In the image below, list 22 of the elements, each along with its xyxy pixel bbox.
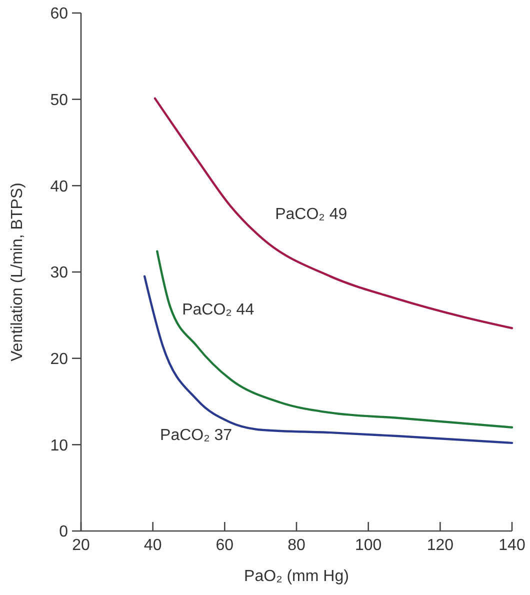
series-label: PaCO₂ 44 <box>182 302 254 319</box>
x-tick-label: 20 <box>72 537 90 554</box>
x-tick-label: 100 <box>354 537 382 554</box>
y-tick-label: 20 <box>50 350 68 368</box>
y-tick-label: 0 <box>59 524 68 541</box>
y-tick-label: 60 <box>50 6 68 23</box>
line-series <box>154 97 514 330</box>
y-tick-label: 40 <box>50 178 68 196</box>
series-label: PaCO₂ 37 <box>160 427 232 444</box>
x-tick-label: 80 <box>288 537 306 554</box>
y-axis-title: Ventilation (L/min, BTPS) <box>9 182 26 362</box>
y-tick-label: 50 <box>50 92 68 109</box>
x-tick-label: 140 <box>498 537 526 554</box>
line-series <box>156 250 514 428</box>
y-tick-label: 10 <box>50 437 68 454</box>
x-tick-label: 120 <box>426 537 454 554</box>
x-tick-label: 40 <box>144 537 162 554</box>
x-axis-title: PaO₂ (mm Hg) <box>244 568 349 585</box>
line-series <box>143 275 514 444</box>
series-label: PaCO₂ 49 <box>275 206 348 224</box>
y-tick-label: 30 <box>50 264 68 282</box>
x-tick-label: 60 <box>216 537 234 554</box>
